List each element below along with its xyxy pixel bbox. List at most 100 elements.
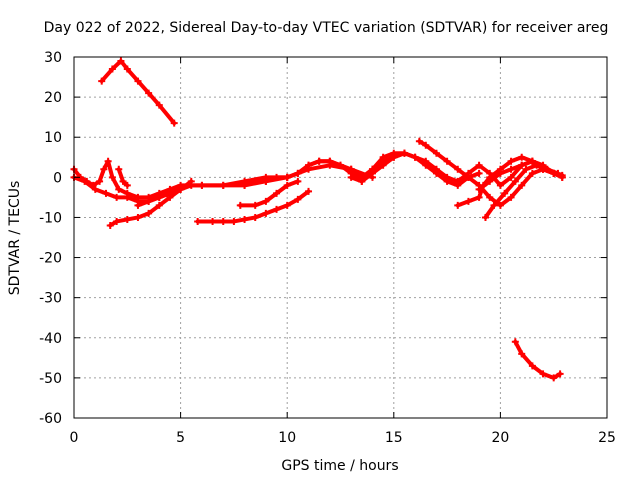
data-point xyxy=(411,153,419,161)
data-point xyxy=(496,181,504,189)
y-tick-label: -10 xyxy=(39,210,62,226)
data-point xyxy=(368,165,376,173)
data-point xyxy=(115,185,123,193)
data-point xyxy=(347,165,355,173)
data-point xyxy=(454,177,462,185)
data-point xyxy=(145,209,153,217)
data-point xyxy=(241,181,249,189)
data-point xyxy=(170,119,178,127)
data-point xyxy=(454,201,462,209)
y-tick-label: 10 xyxy=(44,130,62,146)
data-point xyxy=(166,189,174,197)
data-point xyxy=(283,173,291,181)
chart-title: Day 022 of 2022, Sidereal Day-to-day VTE… xyxy=(44,20,609,36)
data-point xyxy=(528,169,536,177)
y-tick-label: -30 xyxy=(39,291,62,307)
data-point xyxy=(415,137,423,145)
data-point xyxy=(219,217,227,225)
data-point xyxy=(187,177,195,185)
data-point xyxy=(481,213,489,221)
data-point xyxy=(528,157,536,165)
data-point xyxy=(556,370,564,378)
data-point xyxy=(145,89,153,97)
data-point xyxy=(113,217,121,225)
data-point xyxy=(294,177,302,185)
data-point xyxy=(558,173,566,181)
data-point xyxy=(496,169,504,177)
data-point xyxy=(422,157,430,165)
data-point xyxy=(475,193,483,201)
data-point xyxy=(177,185,185,193)
data-point xyxy=(283,201,291,209)
data-point xyxy=(507,193,515,201)
plot-frame xyxy=(73,56,608,419)
data-point xyxy=(475,169,483,177)
y-tick-label: -60 xyxy=(39,411,62,427)
data-point xyxy=(379,157,387,165)
data-point xyxy=(123,181,131,189)
series-arc-15 xyxy=(475,157,558,193)
data-point xyxy=(198,181,206,189)
data-point xyxy=(507,165,515,173)
data-point xyxy=(539,370,547,378)
data-point xyxy=(518,153,526,161)
data-point xyxy=(315,157,323,165)
series-arc-5 xyxy=(115,165,131,189)
data-point xyxy=(539,161,547,169)
data-point xyxy=(507,173,515,181)
data-point xyxy=(108,65,116,73)
y-axis-label: SDTVAR / TECUs xyxy=(7,181,23,296)
data-point xyxy=(273,189,281,197)
series-trace xyxy=(99,59,177,126)
data-point xyxy=(155,201,163,209)
data-point xyxy=(496,201,504,209)
data-point xyxy=(91,185,99,193)
data-point xyxy=(486,177,494,185)
data-point xyxy=(134,77,142,85)
data-point xyxy=(305,187,313,195)
data-point xyxy=(518,350,526,358)
data-point xyxy=(262,177,270,185)
data-point xyxy=(464,173,472,181)
data-point xyxy=(251,213,259,221)
data-point xyxy=(347,173,355,181)
data-point xyxy=(123,215,131,223)
data-point xyxy=(100,165,108,173)
data-point xyxy=(108,173,116,181)
data-point xyxy=(390,153,398,161)
data-point xyxy=(262,197,270,205)
data-point xyxy=(251,177,259,185)
series-arc-16 xyxy=(511,338,564,382)
data-point xyxy=(501,189,509,197)
data-point xyxy=(432,149,440,157)
data-point xyxy=(194,217,202,225)
grid-layer xyxy=(74,57,607,418)
data-point xyxy=(443,173,451,181)
x-tick-label: 10 xyxy=(278,430,296,446)
data-point xyxy=(550,169,558,177)
series-layer xyxy=(70,57,566,382)
data-point xyxy=(511,177,519,185)
x-tick-label: 5 xyxy=(176,430,185,446)
y-tick-label: -50 xyxy=(39,371,62,387)
data-point xyxy=(475,185,483,193)
data-point xyxy=(123,65,131,73)
data-point xyxy=(422,141,430,149)
data-point xyxy=(106,221,114,229)
series-arc-7 xyxy=(194,187,313,225)
data-point xyxy=(104,157,112,165)
data-point xyxy=(273,173,281,181)
data-point xyxy=(294,169,302,177)
data-point xyxy=(113,193,121,201)
series-arc-1 xyxy=(98,57,178,127)
data-point xyxy=(337,161,344,169)
data-point xyxy=(236,201,244,209)
data-point xyxy=(528,362,536,370)
data-point xyxy=(209,217,217,225)
data-point xyxy=(145,197,153,205)
data-point xyxy=(507,157,515,165)
x-tick-label: 0 xyxy=(70,430,79,446)
y-tick-label: 30 xyxy=(44,50,62,66)
data-point xyxy=(326,157,334,165)
